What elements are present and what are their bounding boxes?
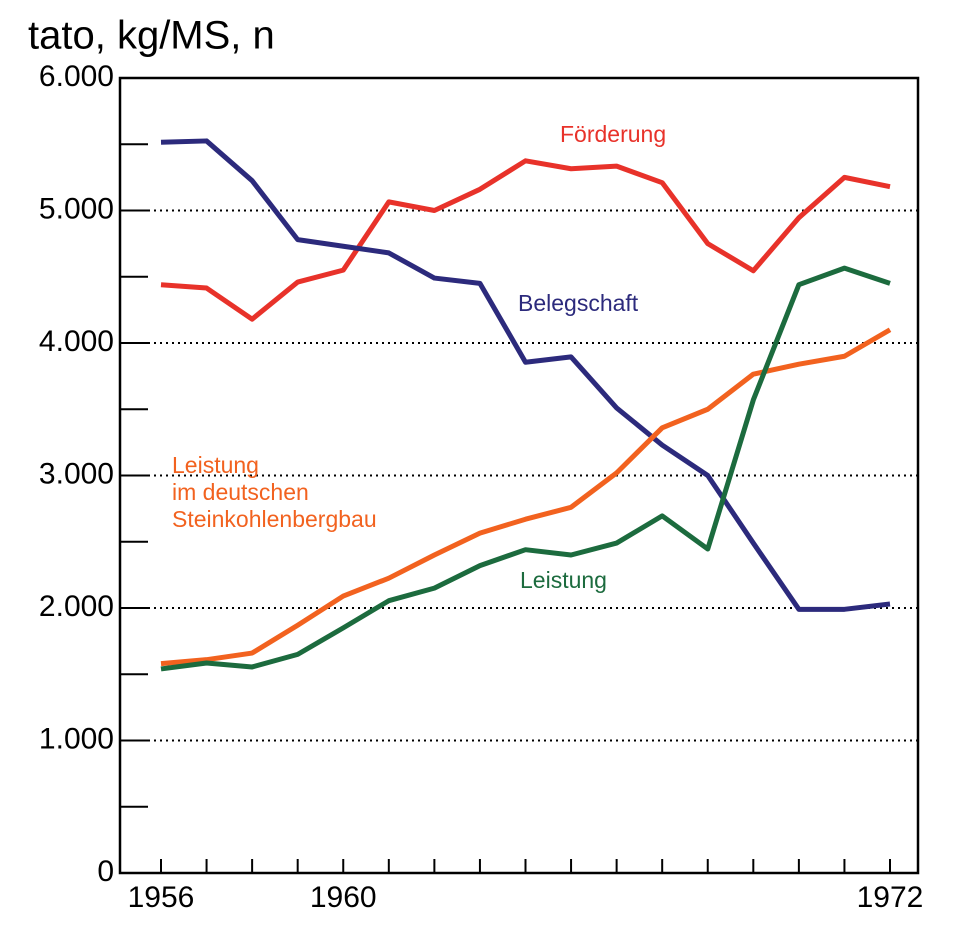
series-label-text: Leistung im deutschen Steinkohlenbergbau xyxy=(172,452,377,532)
x-tick-label: 1960 xyxy=(310,881,377,914)
y-tick-label: 5.000 xyxy=(39,192,114,225)
chart-title: tato, kg/MS, n xyxy=(28,14,275,58)
y-tick-label: 1.000 xyxy=(39,722,114,755)
series-line xyxy=(160,327,892,667)
y-tick-label: 0 xyxy=(97,855,114,888)
series-line xyxy=(160,158,891,322)
x-tick-label: 1956 xyxy=(128,881,195,914)
series-line xyxy=(160,138,891,612)
series-label: Leistung im deutschen Steinkohlenbergbau xyxy=(172,452,377,532)
series-label-text: Belegschaft xyxy=(518,290,639,316)
y-tick-label: 3.000 xyxy=(39,457,114,490)
series-label: Förderung xyxy=(560,121,667,147)
series-line xyxy=(160,265,891,672)
series-label: Belegschaft xyxy=(518,290,639,316)
y-tick-label: 6.000 xyxy=(39,60,114,93)
x-tick-label: 1972 xyxy=(857,881,924,914)
series-label: Leistung xyxy=(520,567,607,593)
y-tick-label: 2.000 xyxy=(39,590,114,623)
series-label-text: Leistung xyxy=(520,567,607,593)
y-tick-label: 4.000 xyxy=(39,325,114,358)
series-label-text: Förderung xyxy=(560,121,667,147)
